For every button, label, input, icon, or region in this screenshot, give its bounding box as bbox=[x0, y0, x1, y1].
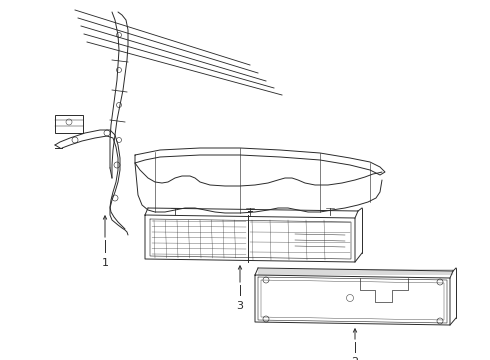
Text: 3: 3 bbox=[237, 301, 244, 311]
Text: 2: 2 bbox=[351, 357, 359, 360]
Bar bbox=[55, 115, 83, 133]
Text: 1: 1 bbox=[101, 258, 108, 268]
